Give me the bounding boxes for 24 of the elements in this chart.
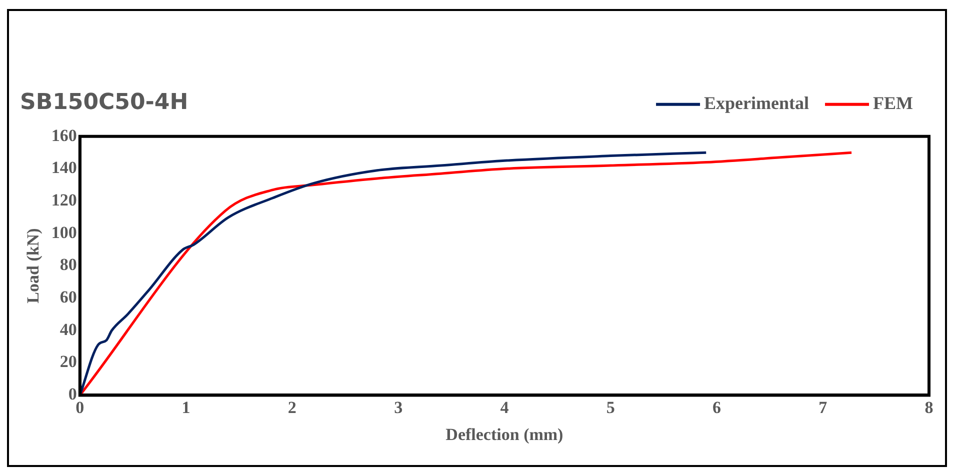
y-tick-label: 0 bbox=[68, 384, 77, 404]
x-tick-label: 5 bbox=[606, 398, 615, 417]
legend-label: Experimental bbox=[704, 93, 810, 114]
x-tick-label: 7 bbox=[818, 398, 828, 417]
line-series bbox=[80, 151, 708, 396]
line-series bbox=[80, 151, 853, 396]
x-axis-title: Deflection (mm) bbox=[446, 425, 564, 444]
x-tick-label: 2 bbox=[288, 398, 296, 417]
x-tick-label: 4 bbox=[500, 398, 510, 417]
x-tick-label: 3 bbox=[394, 398, 403, 417]
y-tick-label: 120 bbox=[51, 190, 77, 210]
y-tick-label: 100 bbox=[51, 222, 77, 242]
x-tick-label: 8 bbox=[924, 398, 934, 417]
y-axis-title: Load (kN) bbox=[24, 228, 43, 304]
chart-title: SB150C50-4H bbox=[20, 90, 188, 115]
y-tick-label: 80 bbox=[60, 255, 77, 274]
y-tick-label: 20 bbox=[60, 352, 77, 372]
legend-label: FEM bbox=[873, 93, 914, 114]
x-tick-label: 6 bbox=[712, 398, 721, 417]
y-tick-label: 60 bbox=[60, 288, 77, 307]
y-tick-label: 40 bbox=[60, 320, 77, 339]
x-tick-label: 1 bbox=[182, 398, 190, 417]
y-tick-label: 140 bbox=[51, 158, 77, 178]
y-tick-label: 160 bbox=[51, 126, 77, 145]
